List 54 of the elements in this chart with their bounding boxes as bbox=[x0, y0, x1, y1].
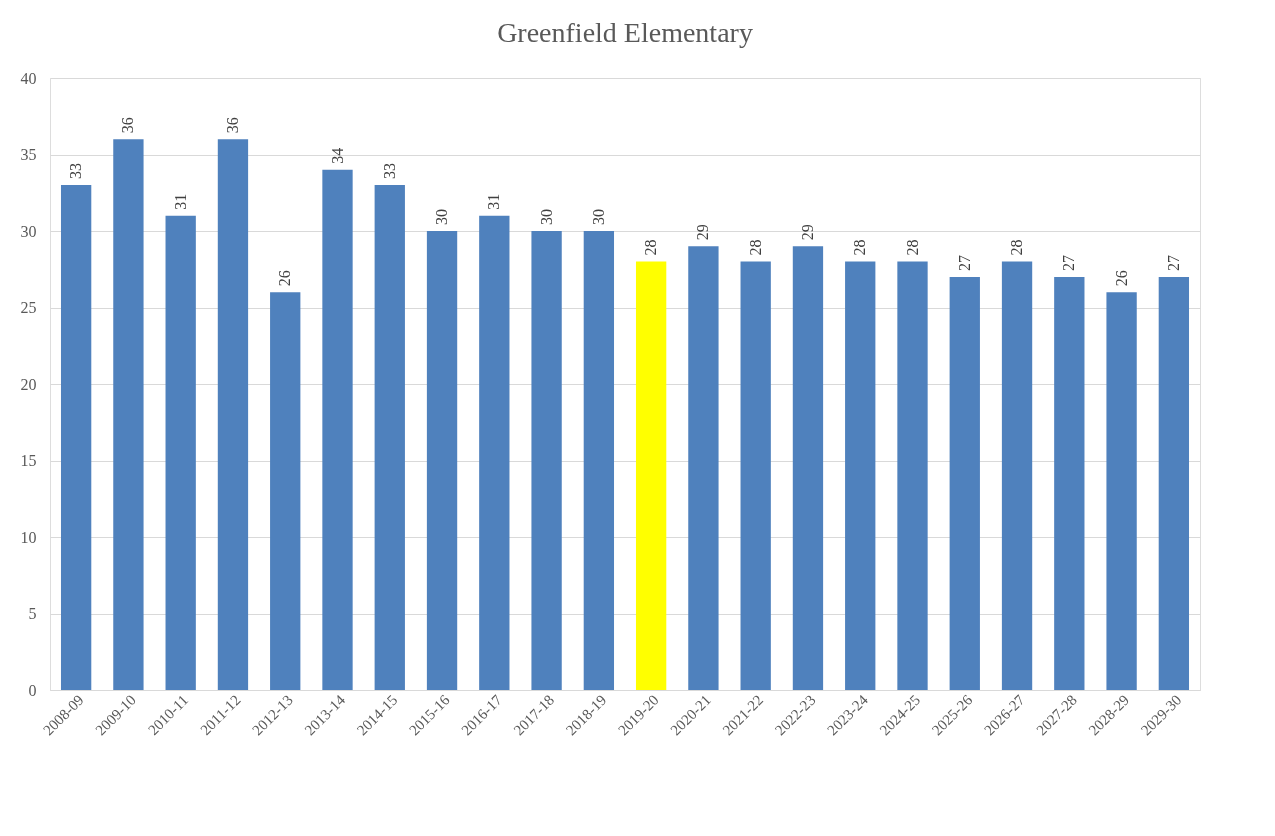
data-label: 30 bbox=[537, 209, 555, 225]
data-label: 36 bbox=[223, 117, 241, 134]
bar bbox=[426, 231, 458, 690]
data-label: 31 bbox=[171, 193, 189, 210]
bar bbox=[322, 169, 353, 690]
data-label: 28 bbox=[746, 239, 764, 256]
data-label: 26 bbox=[1112, 270, 1130, 287]
bar bbox=[583, 231, 615, 690]
bar bbox=[217, 139, 249, 690]
bar bbox=[1001, 261, 1033, 690]
bar bbox=[688, 246, 719, 690]
chart-title: Greenfield Elementary bbox=[497, 17, 753, 48]
y-tick-label: 25 bbox=[20, 299, 37, 316]
bar bbox=[740, 261, 771, 690]
data-label: 33 bbox=[67, 163, 85, 180]
bar bbox=[845, 261, 876, 690]
bar bbox=[374, 185, 405, 690]
bar bbox=[113, 139, 144, 690]
y-tick-label: 30 bbox=[20, 222, 37, 240]
y-tick-label: 20 bbox=[20, 375, 37, 393]
data-label: 28 bbox=[642, 239, 660, 256]
y-tick-label: 40 bbox=[20, 69, 37, 87]
bar bbox=[792, 246, 824, 690]
data-label: 27 bbox=[1060, 254, 1078, 271]
data-label: 33 bbox=[380, 163, 398, 180]
bar bbox=[531, 231, 562, 690]
data-label: 30 bbox=[589, 209, 607, 225]
bar bbox=[165, 215, 196, 690]
data-label: 28 bbox=[1008, 239, 1026, 256]
data-label: 29 bbox=[798, 224, 816, 241]
data-label: 28 bbox=[903, 239, 921, 256]
data-label: 34 bbox=[328, 147, 346, 164]
data-label: 36 bbox=[119, 117, 137, 134]
data-label: 26 bbox=[276, 270, 294, 287]
data-label: 30 bbox=[433, 209, 451, 225]
data-label: 27 bbox=[955, 254, 973, 271]
bar bbox=[635, 261, 667, 690]
y-tick-label: 10 bbox=[20, 528, 37, 546]
bar bbox=[1106, 292, 1137, 690]
bar bbox=[949, 276, 980, 690]
bar bbox=[60, 185, 92, 690]
y-tick-label: 15 bbox=[20, 452, 37, 469]
y-tick-label: 5 bbox=[28, 605, 37, 622]
y-tick-label: 0 bbox=[28, 681, 37, 699]
data-label: 27 bbox=[1164, 254, 1182, 271]
data-label: 31 bbox=[485, 193, 503, 210]
bar bbox=[479, 215, 510, 690]
y-tick-label: 35 bbox=[20, 146, 37, 163]
bar bbox=[897, 261, 928, 690]
data-label: 28 bbox=[851, 239, 869, 256]
bar bbox=[1054, 276, 1085, 690]
data-label: 29 bbox=[694, 224, 712, 241]
bar bbox=[1158, 276, 1190, 690]
bar bbox=[270, 292, 301, 690]
